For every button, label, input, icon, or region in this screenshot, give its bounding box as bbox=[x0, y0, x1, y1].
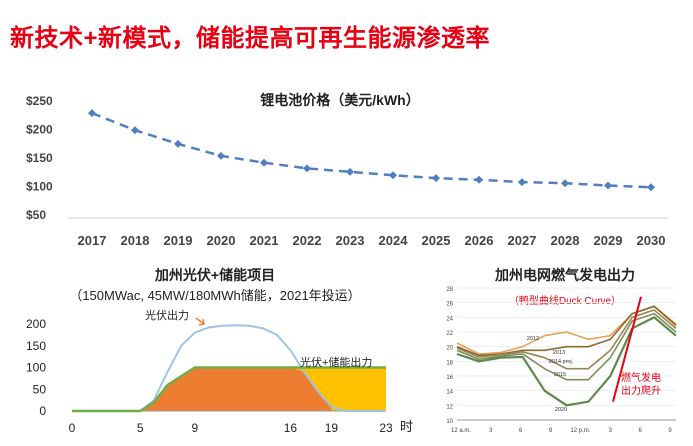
pv-ytick-label: 50 bbox=[33, 382, 47, 396]
battery-price-chart: 锂电池价格（美元/kWh） $50 $100 $150 $200 $250 2017 2018… bbox=[26, 92, 668, 248]
pv-xtick-label: 9 bbox=[192, 421, 199, 435]
pv-xtick-label: 5 bbox=[137, 421, 144, 435]
price-xtick-label: 2023 bbox=[336, 233, 365, 248]
price-data-point bbox=[88, 109, 96, 118]
duck-xtick-label: 3 bbox=[489, 428, 493, 434]
price-xtick-label: 2022 bbox=[293, 233, 322, 248]
price-data-point bbox=[131, 126, 139, 135]
duck-ytick-label: 22 bbox=[446, 331, 453, 337]
duck-ytick-label: 14 bbox=[446, 390, 453, 396]
duck-xtick-label: 9 bbox=[549, 428, 553, 434]
price-data-point bbox=[518, 178, 526, 187]
pv-xtick-label: 23 bbox=[379, 421, 393, 435]
duck-series-line bbox=[456, 316, 677, 407]
pv-output-label: 光伏出力 bbox=[145, 308, 189, 322]
price-chart-title: 锂电池价格（美元/kWh） bbox=[260, 92, 419, 108]
price-data-point bbox=[475, 175, 483, 184]
duck-ytick-label: 16 bbox=[446, 375, 453, 381]
price-data-point bbox=[604, 181, 612, 190]
ramp-line bbox=[612, 296, 642, 402]
pv-xtick-label: 16 bbox=[284, 421, 298, 435]
duck-xtick-label: 3 bbox=[609, 428, 613, 434]
pv-output-arrow bbox=[195, 317, 205, 326]
price-xtick-label: 2028 bbox=[551, 233, 580, 248]
price-series-line bbox=[91, 111, 652, 189]
duck-xtick-label: 6 bbox=[638, 428, 642, 434]
ramp-label-2: 出力爬升 bbox=[621, 384, 661, 397]
price-xtick-label: 2026 bbox=[465, 233, 494, 248]
pv-storage-chart: 加州光伏+储能项目 （150MWac, 45MW/180MWh储能，2021年投运… bbox=[26, 267, 413, 435]
duck-ytick-label: 12 bbox=[446, 404, 453, 410]
price-xtick-label: 2021 bbox=[250, 233, 279, 248]
slide-title: 新技术+新模式，储能提高可再生能源渗透率 bbox=[10, 25, 491, 52]
price-data-point bbox=[647, 183, 655, 192]
price-xtick-label: 2029 bbox=[594, 233, 623, 248]
duck-series-label: 2015 bbox=[554, 372, 566, 378]
price-xtick-label: 2018 bbox=[121, 233, 150, 248]
duck-series-label: 2014 proj. bbox=[549, 359, 574, 365]
duck-xtick-label: 9 bbox=[668, 428, 672, 434]
price-data-point bbox=[389, 171, 397, 180]
price-ytick-label: $200 bbox=[26, 123, 53, 137]
price-data-point bbox=[260, 158, 268, 167]
duck-series-label: 2013 bbox=[553, 350, 565, 356]
duck-ytick-label: 24 bbox=[446, 316, 453, 322]
price-data-point bbox=[346, 167, 354, 176]
pv-output-line bbox=[72, 324, 386, 412]
price-ytick-label: $50 bbox=[26, 208, 46, 222]
price-data-point bbox=[174, 139, 182, 148]
pv-chart-subtitle: （150MWac, 45MW/180MWh储能，2021年投运） bbox=[69, 288, 360, 303]
price-ytick-label: $100 bbox=[26, 180, 53, 194]
pv-ytick-label: 100 bbox=[26, 361, 46, 375]
pv-x-axis-unit: 时 bbox=[400, 419, 413, 434]
price-xtick-label: 2020 bbox=[207, 233, 236, 248]
duck-chart-subtitle: （鸭型曲线Duck Curve） bbox=[509, 294, 621, 307]
duck-ytick-label: 18 bbox=[446, 360, 453, 366]
pv-ytick-label: 200 bbox=[26, 317, 46, 331]
pv-xtick-label: 0 bbox=[69, 421, 76, 435]
price-data-point bbox=[303, 164, 311, 173]
combined-output-line bbox=[72, 366, 386, 413]
price-xtick-label: 2024 bbox=[379, 233, 409, 248]
duck-ytick-label: 26 bbox=[446, 302, 453, 308]
price-data-point bbox=[432, 174, 440, 183]
price-xtick-label: 2017 bbox=[78, 233, 107, 248]
price-ytick-label: $150 bbox=[26, 151, 53, 165]
duck-ytick-label: 28 bbox=[446, 287, 453, 293]
price-xtick-label: 2025 bbox=[422, 233, 451, 248]
duck-curve-chart: 加州电网燃气发电出力 （鸭型曲线Duck Curve） 10 12 14 16 18 20 22… bbox=[446, 267, 677, 434]
duck-chart-title: 加州电网燃气发电出力 bbox=[494, 267, 635, 283]
price-xtick-label: 2027 bbox=[508, 233, 537, 248]
price-data-point bbox=[217, 151, 225, 160]
duck-ytick-label: 10 bbox=[446, 419, 453, 425]
duck-series-line bbox=[456, 305, 677, 357]
price-ytick-label: $250 bbox=[26, 94, 53, 108]
pv-xtick-label: 19 bbox=[325, 421, 339, 435]
price-data-point bbox=[561, 179, 569, 188]
price-xtick-label: 2030 bbox=[637, 233, 666, 248]
ramp-label-1: 燃气发电 bbox=[621, 371, 661, 384]
pv-chart-title: 加州光伏+储能项目 bbox=[154, 267, 275, 283]
duck-series-label: 2012 bbox=[527, 336, 539, 342]
price-xtick-label: 2019 bbox=[164, 233, 193, 248]
duck-xtick-label: 12 p.m. bbox=[570, 428, 590, 434]
duck-ytick-label: 20 bbox=[446, 346, 453, 352]
duck-xtick-label: 6 bbox=[519, 428, 523, 434]
pv-ytick-label: 150 bbox=[26, 339, 46, 353]
duck-xtick-label: 12 a.m. bbox=[451, 428, 471, 434]
pv-ytick-label: 0 bbox=[39, 404, 46, 418]
duck-series-line bbox=[456, 312, 677, 381]
duck-series-line bbox=[456, 309, 677, 370]
combined-output-label: 光伏+储能出力 bbox=[300, 355, 372, 369]
duck-series-label: 2020 bbox=[555, 407, 567, 413]
direct-solar-area bbox=[140, 367, 332, 411]
